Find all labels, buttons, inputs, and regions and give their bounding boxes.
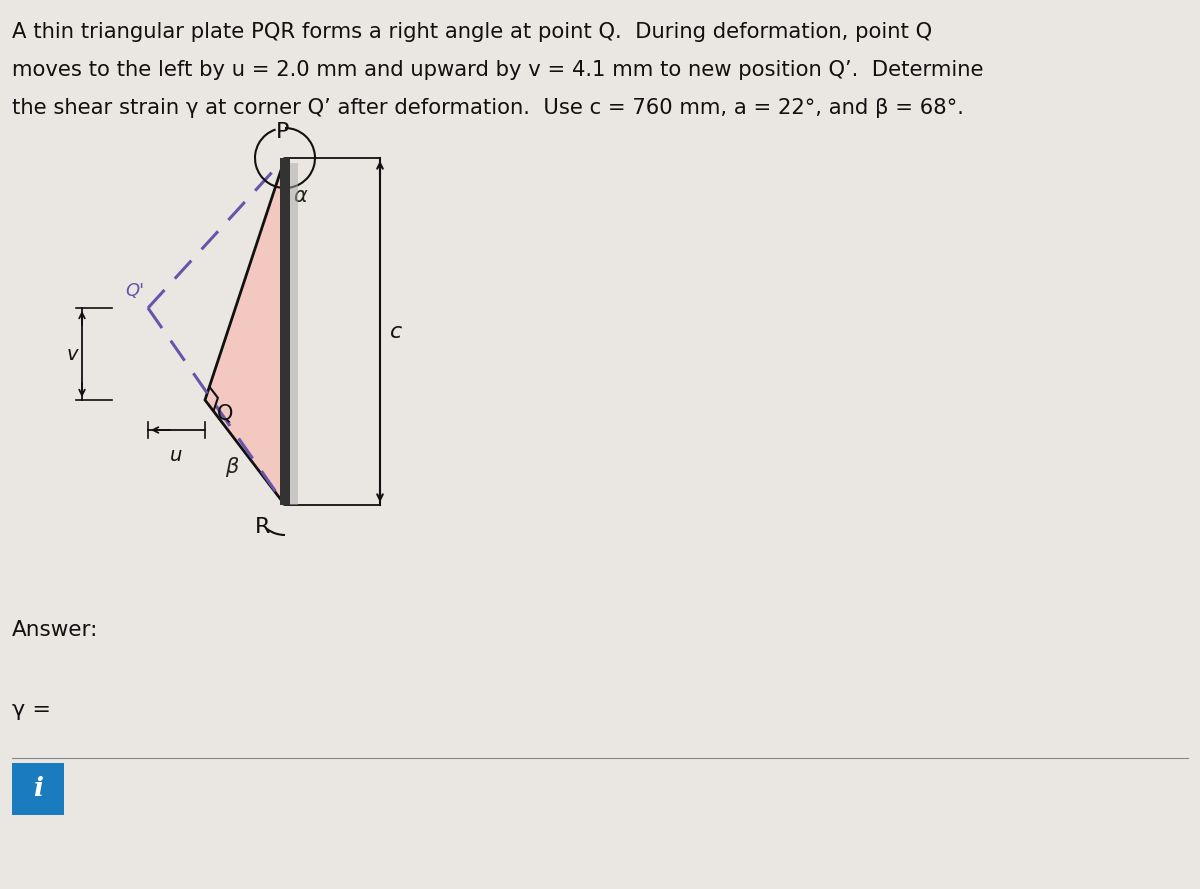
Text: c: c — [390, 322, 402, 341]
Text: A thin triangular plate PQR forms a right angle at point Q.  During deformation,: A thin triangular plate PQR forms a righ… — [12, 22, 932, 42]
Text: i: i — [34, 776, 43, 802]
Text: $\alpha$: $\alpha$ — [293, 186, 308, 206]
Text: moves to the left by u = 2.0 mm and upward by v = 4.1 mm to new position Q’.  De: moves to the left by u = 2.0 mm and upwa… — [12, 60, 984, 80]
Bar — [280, 158, 290, 505]
Polygon shape — [205, 158, 286, 505]
Text: v: v — [66, 345, 78, 364]
Text: P: P — [276, 122, 289, 142]
Text: $\beta$: $\beta$ — [226, 455, 240, 479]
Text: the shear strain γ at corner Q’ after deformation.  Use c = 760 mm, a = 22°, and: the shear strain γ at corner Q’ after de… — [12, 98, 964, 118]
Text: γ =: γ = — [12, 700, 50, 720]
Bar — [12, 763, 64, 815]
Text: R: R — [254, 517, 270, 537]
Text: Answer:: Answer: — [12, 620, 98, 640]
Text: Q: Q — [217, 403, 233, 423]
Bar — [290, 163, 298, 505]
Text: Q': Q' — [125, 282, 144, 300]
Text: u: u — [170, 446, 182, 465]
